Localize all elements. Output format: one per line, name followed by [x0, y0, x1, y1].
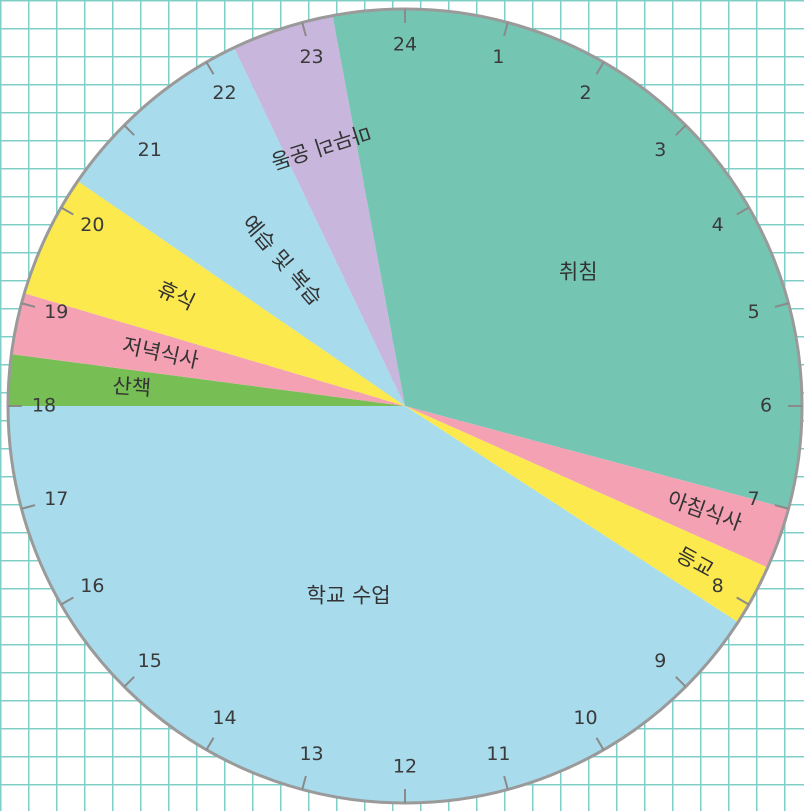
hour-tick-8 — [736, 596, 750, 606]
hour-label-21: 21 — [138, 139, 162, 161]
hour-tick-7 — [774, 504, 789, 510]
hour-label-11: 11 — [486, 743, 510, 765]
hour-label-15: 15 — [138, 650, 162, 672]
pie-slice-9 — [332, 9, 405, 406]
hour-tick-2 — [595, 61, 605, 75]
hour-tick-15 — [123, 676, 135, 688]
hour-label-7: 7 — [748, 488, 760, 510]
hour-label-14: 14 — [212, 707, 236, 729]
hour-label-2: 2 — [579, 82, 591, 104]
pie-slice-4 — [8, 354, 405, 406]
slice-label-0: 취침 — [559, 260, 598, 284]
pie-slice-0 — [405, 9, 802, 509]
hour-tick-20 — [60, 206, 74, 216]
hour-label-5: 5 — [748, 301, 760, 323]
hour-tick-1 — [503, 22, 509, 37]
hour-label-4: 4 — [712, 214, 724, 236]
hour-label-16: 16 — [80, 575, 104, 597]
hour-tick-17 — [21, 504, 36, 510]
hour-tick-19 — [21, 302, 36, 308]
hour-label-19: 19 — [44, 301, 68, 323]
hour-label-6: 6 — [760, 395, 772, 417]
hour-tick-4 — [736, 206, 750, 216]
hour-label-18: 18 — [32, 395, 56, 417]
pie-slice-2 — [405, 406, 768, 623]
hour-label-12: 12 — [393, 756, 417, 778]
hour-label-20: 20 — [80, 214, 104, 236]
hour-label-17: 17 — [44, 488, 68, 510]
hour-label-24: 24 — [393, 34, 417, 56]
hour-label-1: 1 — [492, 46, 504, 68]
hour-tick-9 — [675, 676, 687, 688]
slice-label-4: 산책 — [112, 374, 152, 400]
pie-slice-7 — [77, 47, 405, 406]
hour-tick-22 — [205, 61, 215, 75]
hour-label-3: 3 — [654, 139, 666, 161]
hour-tick-21 — [123, 124, 135, 136]
pie-slice-8 — [234, 15, 405, 407]
hour-tick-14 — [205, 737, 215, 751]
hour-label-9: 9 — [654, 650, 666, 672]
pie-slice-5 — [11, 293, 405, 406]
hour-tick-13 — [301, 775, 307, 790]
pie-slice-3 — [8, 406, 738, 803]
hour-ticks — [8, 9, 802, 803]
hour-tick-11 — [503, 775, 509, 790]
pie-slice-1 — [405, 406, 789, 568]
hour-tick-10 — [595, 737, 605, 751]
slice-label-3: 학교 수업 — [307, 583, 391, 607]
pie-slice-6 — [24, 181, 405, 406]
hour-label-23: 23 — [299, 46, 323, 68]
hour-label-22: 22 — [212, 82, 236, 104]
hour-tick-3 — [675, 124, 687, 136]
hour-tick-23 — [301, 22, 307, 37]
hour-tick-5 — [774, 302, 789, 308]
hour-label-10: 10 — [573, 707, 597, 729]
hour-label-13: 13 — [299, 743, 323, 765]
pie-slices — [8, 9, 802, 803]
hour-label-8: 8 — [712, 575, 724, 597]
hour-tick-16 — [60, 596, 74, 606]
